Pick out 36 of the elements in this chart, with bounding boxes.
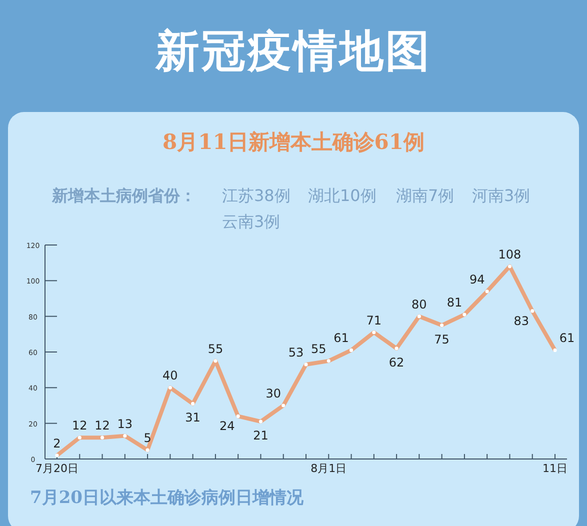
data-label: 83 <box>514 314 530 328</box>
data-label: 30 <box>266 386 282 400</box>
x-tick-label: 7月20日 <box>36 462 78 475</box>
line-series <box>55 264 557 458</box>
data-label: 53 <box>288 345 304 360</box>
text: 7月20日以来本土确诊病例日增情况 <box>30 487 304 509</box>
chart-title: 新冠疫情地图 <box>154 25 432 79</box>
data-label: 40 <box>162 368 178 383</box>
chart-subtitle: 8月11日新增本土确诊61例 <box>161 128 426 156</box>
data-label: 108 <box>498 247 522 262</box>
data-label: 71 <box>366 313 382 328</box>
text: 江苏38例 <box>222 186 290 207</box>
text: 云南3例 <box>222 212 280 233</box>
data-label: 12 <box>94 418 110 433</box>
data-label: 2 <box>53 436 61 450</box>
data-label: 31 <box>185 410 200 425</box>
data-label: 61 <box>334 331 349 346</box>
x-tick-label: 8月1日 <box>310 462 347 475</box>
x-tick-label: 11日 <box>542 462 568 475</box>
data-label: 13 <box>117 416 133 431</box>
data-label: 12 <box>72 418 88 433</box>
text: 湖南7例 <box>396 186 454 207</box>
text: 湖北10例 <box>308 186 376 207</box>
data-label: 81 <box>446 296 462 310</box>
text: 新增本土病例省份： <box>52 186 196 207</box>
data-label: 80 <box>412 297 427 312</box>
data-label: 55 <box>310 342 326 356</box>
data-label: 24 <box>219 419 235 434</box>
data-label: 5 <box>144 431 152 446</box>
data-label: 62 <box>388 355 404 370</box>
data-label: 55 <box>208 342 224 356</box>
data-label: 94 <box>469 272 485 286</box>
data-label: 21 <box>253 428 268 443</box>
data-label: 61 <box>559 331 575 346</box>
text: 河南3例 <box>472 186 530 207</box>
data-label: 75 <box>434 332 450 346</box>
